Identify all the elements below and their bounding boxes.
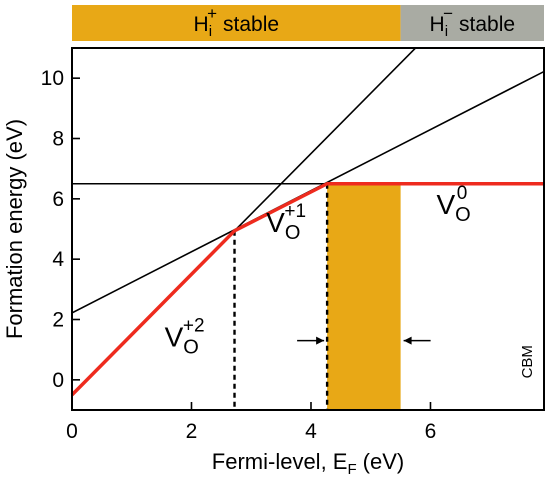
x-tick-label: 2 [186,420,198,443]
y-tick-label: 0 [52,369,64,392]
plot-frame [71,47,545,411]
y-axis-label: Formation energy (eV) [2,119,27,339]
x-tick-label: 0 [66,420,78,443]
x-axis-label: Fermi-level, EF (eV) [212,449,404,478]
x-tick-label: 6 [425,420,437,443]
axis-ticks: 0 2 4 6 0 2 4 6 8 10 [41,67,437,443]
y-tick-label: 4 [52,248,64,271]
y-tick-label: 8 [52,128,64,151]
x-tick-label: 4 [305,420,317,443]
species-label-vo-0: VO0 [436,183,470,226]
chart-marks [70,182,544,410]
y-tick-label: 10 [41,67,64,90]
y-tick-label: 2 [52,309,64,332]
charge-line-q2 [72,48,417,396]
hi-minus-stable-bar [400,5,544,41]
charge-state-lines [72,48,544,396]
species-labels: VO+2 VO+1 VO0 [165,183,471,359]
hi-plus-stable-bar [72,5,401,41]
species-label-vo-plus2: VO+2 [165,316,205,359]
left-arrow-head [316,336,325,345]
minimum-envelope-line [70,182,544,397]
stability-bar: Hi+ stable Hi− stable [72,4,544,41]
right-arrow-head [403,336,412,345]
y-tick-label: 6 [52,188,64,211]
species-label-vo-plus1: VO+1 [266,201,306,244]
hi-plus-stable-label: Hi+ stable [194,4,280,40]
hi-minus-stable-label: Hi− stable [430,4,516,40]
cbm-annotation: CBM [519,345,536,378]
shaded-stable-region [327,183,401,410]
